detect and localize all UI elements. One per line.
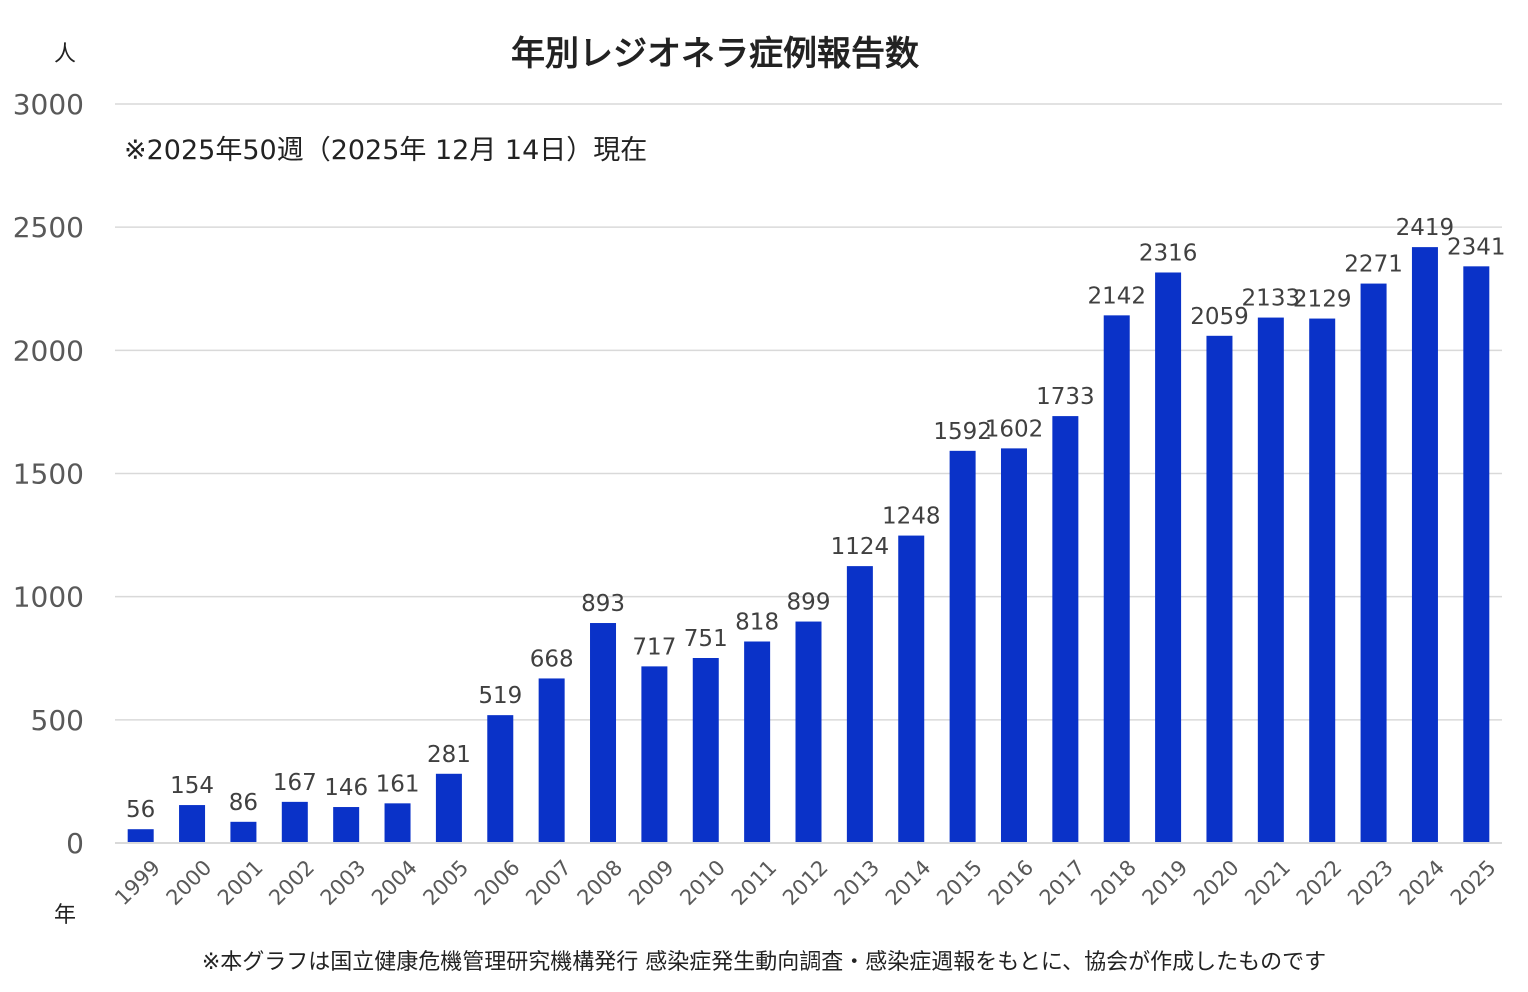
- bar: [487, 715, 514, 843]
- bar: [127, 829, 154, 843]
- data-label: 154: [170, 773, 214, 799]
- x-tick-label: 2009: [624, 855, 679, 910]
- y-axis-unit-label: 人: [54, 42, 77, 67]
- x-tick-label: 2020: [1189, 855, 1244, 910]
- bar: [641, 666, 668, 843]
- bar: [384, 803, 411, 843]
- bar: [1155, 272, 1182, 843]
- bar: [1257, 317, 1284, 843]
- y-tick-label: 1500: [13, 458, 84, 491]
- bar: [538, 678, 565, 843]
- bar: [1360, 283, 1387, 843]
- bar: [1206, 335, 1233, 843]
- data-label: 2059: [1190, 304, 1249, 330]
- data-label: 1602: [985, 416, 1044, 442]
- data-label: 899: [787, 590, 831, 616]
- x-tick-label: 2024: [1394, 855, 1449, 910]
- x-tick-label: 2014: [881, 855, 936, 910]
- chart-footnote: ※本グラフは国立健康危機管理研究機構発行 感染症発生動向調査・感染症週報をもとに…: [201, 950, 1327, 975]
- x-tick-label: 2016: [983, 855, 1038, 910]
- data-label: 281: [427, 742, 471, 768]
- x-tick-label: 2007: [521, 855, 576, 910]
- bar: [179, 805, 206, 843]
- data-label: 56: [126, 797, 155, 823]
- data-label: 167: [273, 770, 317, 796]
- x-tick-label: 2005: [418, 855, 473, 910]
- data-label: 2316: [1139, 240, 1198, 266]
- bar: [435, 773, 462, 843]
- x-axis-unit-label: 年: [54, 903, 77, 928]
- data-label: 2271: [1344, 252, 1403, 278]
- data-label: 146: [324, 775, 368, 801]
- x-tick-label: 1999: [110, 855, 165, 910]
- x-tick-label: 2002: [264, 855, 319, 910]
- bar: [795, 621, 822, 843]
- x-tick-label: 2006: [470, 855, 525, 910]
- bar: [1103, 315, 1130, 843]
- bar: [898, 535, 925, 843]
- x-tick-label: 2012: [778, 855, 833, 910]
- bar: [1411, 247, 1438, 844]
- bar: [846, 566, 873, 843]
- x-tick-label: 2011: [727, 855, 782, 910]
- x-tick-label: 2017: [1035, 855, 1090, 910]
- y-tick-label: 1000: [13, 581, 84, 614]
- data-label: 751: [684, 626, 728, 652]
- data-label: 1592: [933, 419, 992, 445]
- data-label: 86: [229, 790, 258, 816]
- x-tick-label: 2000: [162, 855, 217, 910]
- bar: [590, 623, 617, 843]
- data-label: 1248: [882, 504, 941, 530]
- x-tick-label: 2015: [932, 855, 987, 910]
- bar: [1052, 416, 1079, 843]
- chart-subtitle: ※2025年50週（2025年 12月 14日）現在: [124, 135, 648, 166]
- x-tick-label: 2018: [1086, 855, 1141, 910]
- y-tick-label: 2000: [13, 334, 84, 367]
- data-label: 893: [581, 591, 625, 617]
- bar: [692, 658, 719, 843]
- x-tick-label: 2001: [213, 855, 268, 910]
- data-label: 818: [735, 609, 779, 635]
- data-label: 2341: [1447, 234, 1506, 260]
- data-label: 668: [530, 646, 574, 672]
- data-label: 519: [478, 683, 522, 709]
- y-tick-label: 0: [66, 827, 84, 860]
- bar: [744, 641, 771, 843]
- data-label: 1124: [831, 534, 890, 560]
- y-tick-label: 500: [31, 704, 84, 737]
- data-label: 2419: [1396, 215, 1455, 241]
- y-tick-label: 2500: [13, 211, 84, 244]
- data-label: 2133: [1242, 286, 1301, 312]
- x-tick-label: 2013: [829, 855, 884, 910]
- bar: [949, 450, 976, 843]
- data-label: 1733: [1036, 384, 1095, 410]
- x-tick-label: 2021: [1240, 855, 1295, 910]
- x-tick-label: 2019: [1138, 855, 1193, 910]
- bar: [230, 821, 257, 843]
- y-tick-label: 3000: [13, 88, 84, 121]
- x-tick-label: 2025: [1446, 855, 1501, 910]
- bar: [1463, 266, 1490, 843]
- bar: [333, 807, 360, 843]
- bar: [1000, 448, 1027, 843]
- data-label: 717: [632, 634, 676, 660]
- bar: [1309, 318, 1336, 843]
- data-label: 2129: [1293, 287, 1352, 313]
- x-tick-label: 2023: [1343, 855, 1398, 910]
- x-tick-label: 2022: [1292, 855, 1347, 910]
- bar: [281, 801, 308, 843]
- x-tick-label: 2004: [367, 855, 422, 910]
- data-label: 2142: [1087, 283, 1146, 309]
- x-tick-label: 2008: [573, 855, 628, 910]
- data-label: 161: [376, 771, 420, 797]
- chart-title: 年別レジオネラ症例報告数: [511, 34, 919, 74]
- x-tick-label: 2010: [675, 855, 730, 910]
- x-tick-label: 2003: [316, 855, 371, 910]
